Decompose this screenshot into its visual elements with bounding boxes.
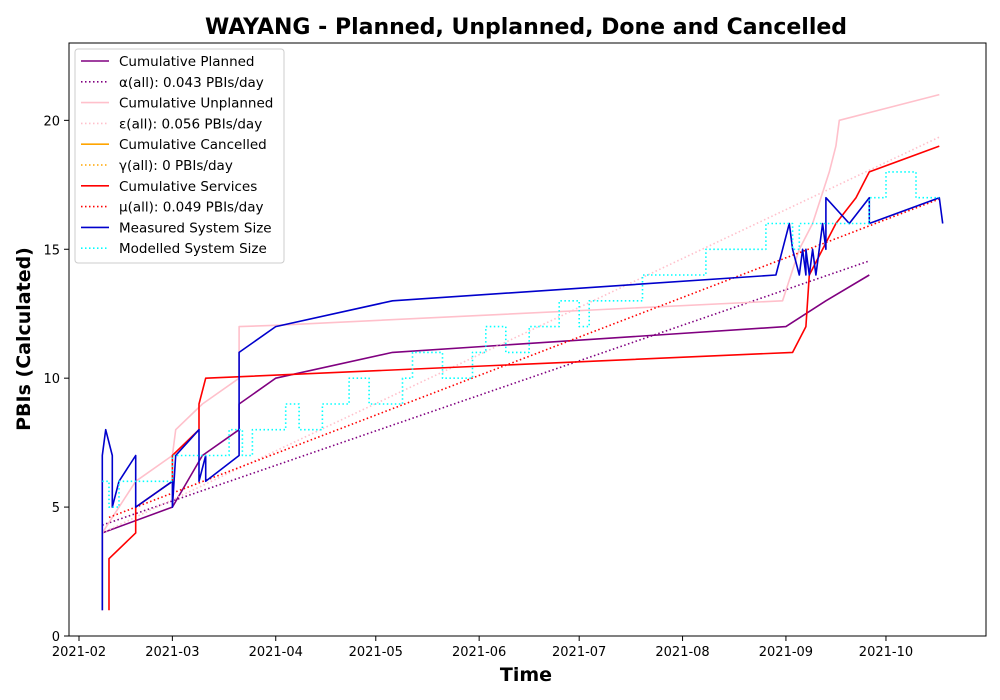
legend-label: α(all): 0.043 PBIs/day: [119, 75, 264, 91]
x-tick-label: 2021-07: [552, 645, 606, 660]
x-tick-label: 2021-09: [759, 645, 813, 660]
series-line-cumulative-planned: [101, 274, 870, 611]
y-tick-label: 0: [52, 630, 60, 645]
plot-lines: [101, 93, 944, 611]
legend-label: ε(all): 0.056 PBIs/day: [119, 116, 262, 132]
y-tick-label: 10: [43, 372, 60, 387]
y-axis: 0 5 10 15 20: [43, 114, 69, 645]
series-line-all-0-049-pbis-day: [108, 198, 940, 519]
legend-label: γ(all): 0 PBIs/day: [119, 158, 233, 174]
x-tick-label: 2021-02: [52, 645, 106, 660]
x-tick-label: 2021-06: [452, 645, 506, 660]
series-line-modelled-system-size: [102, 171, 940, 508]
x-tick-label: 2021-10: [859, 645, 913, 660]
x-axis: 2021-02 2021-03 2021-04 2021-05 2021-06 2021-…: [52, 636, 913, 660]
series-line-measured-system-size: [101, 196, 944, 611]
series-line-cumulative-unplanned: [101, 93, 940, 611]
legend-label: Cumulative Unplanned: [119, 96, 273, 112]
y-axis-label: PBIs (Calculated): [13, 247, 35, 431]
series-line-all-0-043-pbis-day: [102, 260, 870, 526]
y-tick-label: 15: [43, 243, 60, 258]
legend-label: μ(all): 0.049 PBIs/day: [119, 200, 263, 216]
x-tick-label: 2021-03: [145, 645, 199, 660]
y-tick-label: 5: [52, 501, 60, 516]
y-tick-label: 20: [43, 114, 60, 129]
legend: Cumulative Planned α(all): 0.043 PBIs/day…: [74, 48, 285, 264]
chart-title: WAYANG - Planned, Unplanned, Done and Ca…: [205, 15, 847, 40]
legend-label: Measured System Size: [119, 220, 272, 236]
legend-label: Cumulative Planned: [119, 54, 255, 70]
legend-label: Modelled System Size: [119, 241, 267, 257]
x-axis-label: Time: [500, 664, 552, 686]
x-tick-label: 2021-04: [249, 645, 303, 660]
plot-frame: [68, 42, 987, 637]
legend-box: [74, 48, 285, 264]
legend-label: Cumulative Cancelled: [119, 137, 267, 153]
x-tick-label: 2021-05: [349, 645, 403, 660]
legend-label: Cumulative Services: [119, 179, 257, 195]
x-tick-label: 2021-08: [655, 645, 709, 660]
series-line-cumulative-services: [108, 145, 940, 611]
